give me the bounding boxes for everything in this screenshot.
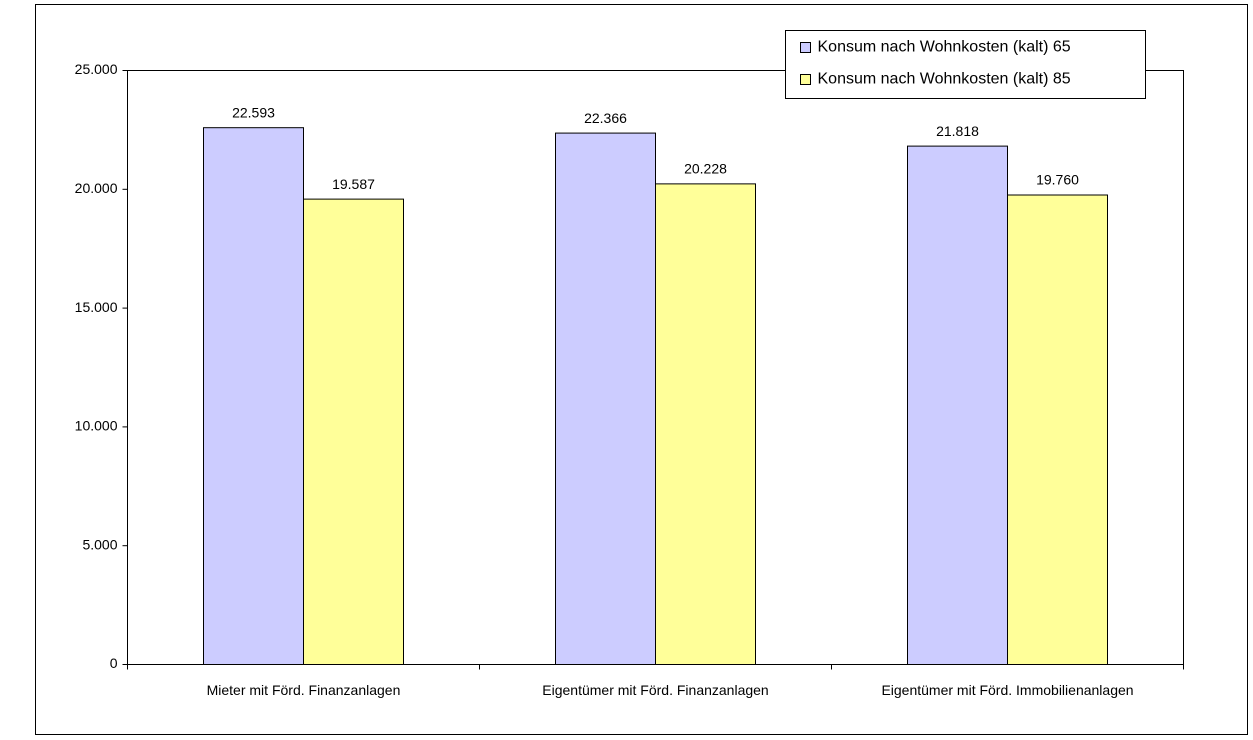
y-tick-label: 0	[110, 655, 118, 671]
bar	[1007, 194, 1108, 665]
legend-label: Konsum nach Wohnkosten (kalt) 85	[818, 71, 1071, 88]
data-label: 19.587	[332, 176, 375, 192]
x-tick-label: Eigentümer mit Förd. Immobilienanlagen	[881, 682, 1133, 698]
y-tick-label: 20.000	[75, 180, 118, 196]
bar	[907, 145, 1008, 666]
legend-swatch	[800, 74, 811, 85]
y-tick-label: 15.000	[75, 299, 118, 315]
y-tick-label: 25.000	[75, 61, 118, 77]
y-tick-label: 10.000	[75, 418, 118, 434]
data-label: 20.228	[684, 161, 727, 177]
data-label: 22.366	[584, 110, 627, 126]
x-tick-label: Eigentümer mit Förd. Finanzanlagen	[542, 682, 768, 698]
data-label: 19.760	[1036, 172, 1079, 188]
bar	[555, 132, 656, 665]
x-tick-label: Mieter mit Förd. Finanzanlagen	[207, 682, 401, 698]
legend-label: Konsum nach Wohnkosten (kalt) 65	[818, 39, 1071, 56]
bar	[203, 127, 304, 666]
data-label: 22.593	[232, 104, 275, 120]
y-tick-label: 5.000	[82, 536, 117, 552]
legend-swatch	[800, 42, 811, 53]
bar	[303, 198, 404, 665]
legend-box	[785, 30, 1146, 99]
bar	[655, 183, 756, 665]
data-label: 21.818	[936, 123, 979, 139]
